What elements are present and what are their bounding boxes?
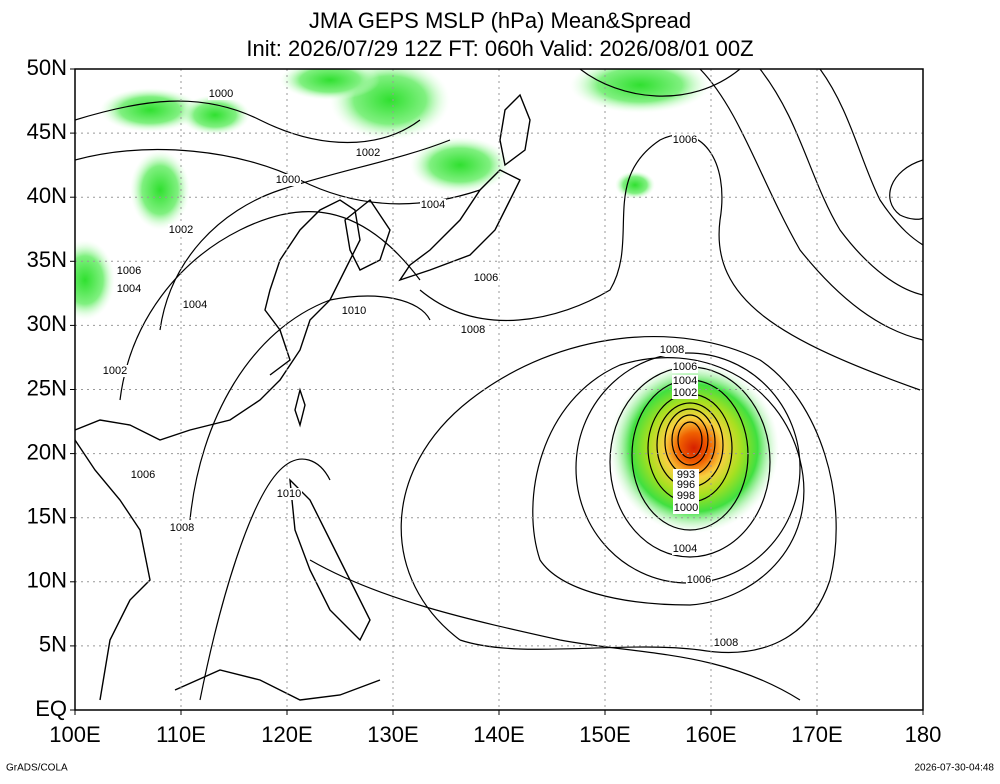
contour-label: 993 bbox=[677, 469, 695, 481]
y-tick-label: 40N bbox=[27, 183, 67, 208]
x-tick-label: 180 bbox=[905, 722, 942, 747]
contour-label-bg bbox=[686, 574, 712, 586]
x-tick-label: 160E bbox=[685, 722, 736, 747]
footer-right: 2026-07-30-04:48 bbox=[914, 763, 994, 774]
subtitle: Init: 2026/07/29 12Z FT: 060h Valid: 202… bbox=[246, 36, 753, 61]
x-tick-label: 110E bbox=[156, 722, 206, 747]
contour-label-bg bbox=[672, 387, 698, 399]
contour-label: 1002 bbox=[673, 387, 697, 399]
contour-label: 1010 bbox=[277, 488, 301, 500]
contour-label-bg bbox=[130, 469, 156, 481]
y-tick-label: 35N bbox=[27, 247, 67, 272]
x-tick-label: 170E bbox=[791, 722, 842, 747]
contour-label: 1008 bbox=[170, 522, 194, 534]
y-tick-label: 15N bbox=[27, 504, 67, 529]
y-tick-label: 45N bbox=[27, 119, 67, 144]
contour-label: 1000 bbox=[674, 502, 698, 514]
contour-label: 1000 bbox=[209, 88, 233, 100]
contour-label: 1004 bbox=[673, 375, 697, 387]
y-tick-label: 25N bbox=[27, 375, 67, 400]
contour-label-bg bbox=[672, 375, 698, 387]
contour-label-bg bbox=[341, 305, 367, 317]
contour-label-bg bbox=[116, 265, 142, 277]
footer-left: GrADS/COLA bbox=[6, 763, 68, 774]
y-tick-label: 50N bbox=[27, 55, 67, 80]
contour-label-bg bbox=[673, 479, 699, 491]
contour-label-bg bbox=[355, 147, 381, 159]
contour-label: 1006 bbox=[687, 574, 711, 586]
y-tick-label: EQ bbox=[35, 696, 67, 721]
contour-label: 1008 bbox=[461, 324, 485, 336]
contour-label: 1004 bbox=[421, 199, 445, 211]
contour-label: 1004 bbox=[183, 299, 207, 311]
contour-label: 1006 bbox=[131, 469, 155, 481]
contour-label: 1004 bbox=[673, 543, 697, 555]
contour-label-bg bbox=[116, 283, 142, 295]
contour-label: 1000 bbox=[276, 174, 300, 186]
coastlines bbox=[75, 93, 531, 701]
contour-label-bg bbox=[276, 488, 302, 500]
title: JMA GEPS MSLP (hPa) Mean&Spread bbox=[309, 8, 691, 33]
contour-label-bg bbox=[102, 365, 128, 377]
contour-label-bg bbox=[672, 134, 698, 146]
contour-label: 998 bbox=[677, 490, 695, 502]
contour-label: 1002 bbox=[356, 147, 380, 159]
contour-label-bg bbox=[168, 224, 194, 236]
contour-label-bg bbox=[420, 199, 446, 211]
contour-label-bg bbox=[673, 502, 699, 514]
contour-label-bg bbox=[713, 637, 739, 649]
x-tick-label: 100E bbox=[49, 722, 100, 747]
x-tick-label: 120E bbox=[261, 722, 312, 747]
contour-label-bg bbox=[673, 469, 699, 481]
y-tick-label: 30N bbox=[27, 311, 67, 336]
contour-label-bg bbox=[672, 361, 698, 373]
contour-label-bg bbox=[169, 522, 195, 534]
contour-label-bg bbox=[182, 299, 208, 311]
contour-label: 1004 bbox=[117, 283, 141, 295]
x-tick-label: 140E bbox=[473, 722, 524, 747]
contour-label-bg bbox=[275, 174, 301, 186]
contour-label-bg bbox=[460, 324, 486, 336]
contour-label: 1006 bbox=[673, 134, 697, 146]
contour-label: 1002 bbox=[169, 224, 193, 236]
contour-label: 1010 bbox=[342, 305, 366, 317]
contour-label-bg bbox=[673, 490, 699, 502]
contour-label: 1006 bbox=[117, 265, 141, 277]
x-tick-label: 130E bbox=[367, 722, 418, 747]
x-tick-label: 150E bbox=[579, 722, 630, 747]
y-tick-label: 5N bbox=[39, 632, 67, 657]
contour-label: 1008 bbox=[660, 344, 684, 356]
contour-label-bg bbox=[473, 272, 499, 284]
contour-label: 1006 bbox=[673, 361, 697, 373]
spread-shading bbox=[75, 69, 779, 533]
contour-label: 1002 bbox=[103, 365, 127, 377]
contour-label-bg bbox=[672, 543, 698, 555]
contour-label: 1008 bbox=[714, 637, 738, 649]
contour-label-bg bbox=[659, 344, 685, 356]
y-tick-label: 20N bbox=[27, 439, 67, 464]
contour-label-bg bbox=[208, 88, 234, 100]
contour-label: 996 bbox=[677, 479, 695, 491]
y-tick-label: 10N bbox=[27, 568, 67, 593]
contour-label: 1006 bbox=[474, 272, 498, 284]
